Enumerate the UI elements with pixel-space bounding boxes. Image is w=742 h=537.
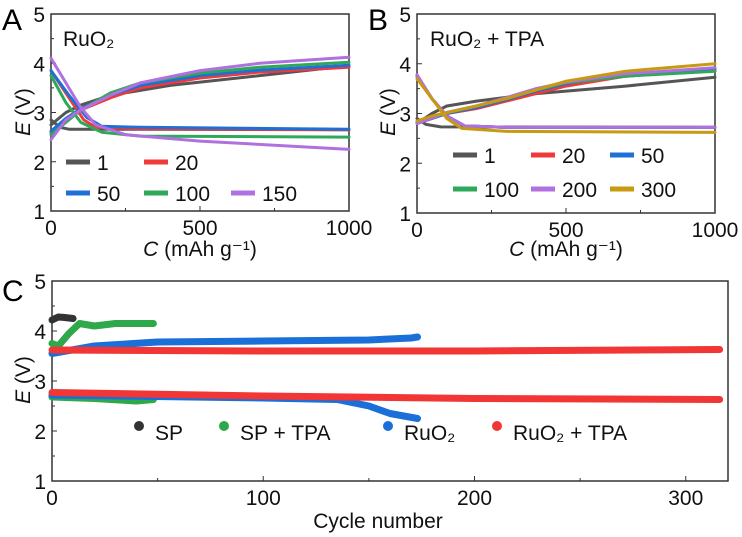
x-axis-label-unit: (mAh g⁻¹): [158, 238, 257, 261]
y-axis-label: E (V): [12, 356, 35, 404]
series-sp-tpa-charge-curve: [48, 320, 157, 350]
y-tick-label: 2: [399, 153, 411, 176]
x-tick-label: 100: [246, 487, 281, 510]
y-tick-label: 1: [399, 203, 411, 226]
legend-marker: [383, 421, 393, 431]
legend-label: 50: [641, 145, 664, 168]
y-axis-label-unit: (V): [12, 88, 35, 122]
x-axis-label: C (mAh g⁻¹): [509, 238, 623, 261]
legend-marker: [219, 421, 229, 431]
y-tick-label: 1: [34, 471, 46, 494]
plot-frame: [51, 280, 729, 482]
x-tick-label: 300: [668, 487, 703, 510]
legend-label: RuO₂ + TPA: [513, 422, 627, 445]
x-axis-label: Cycle number: [313, 510, 443, 533]
legend-label: RuO₂: [404, 422, 455, 445]
x-axis-label-symbol: C: [143, 238, 159, 261]
legend-label: 50: [97, 183, 120, 206]
y-tick-label: 5: [399, 4, 411, 27]
y-axis-label-unit: (V): [12, 356, 35, 390]
y-tick-label: 5: [34, 271, 46, 294]
legend-label: 200: [562, 179, 597, 202]
y-axis-label-symbol: E: [12, 121, 35, 136]
x-tick-label: 0: [46, 487, 58, 510]
series-100-charge-curve: [415, 69, 717, 124]
series-50-charge-curve: [415, 67, 717, 125]
panel-letter: A: [2, 4, 22, 37]
y-tick-label: 2: [34, 421, 46, 444]
series-20-charge-curve: [415, 68, 717, 125]
panel-title: RuO₂ + TPA: [430, 28, 544, 51]
legend-label: 20: [175, 152, 198, 175]
x-axis-label-unit: Cycle number: [313, 510, 443, 533]
series-1-charge-curve: [415, 75, 717, 125]
panel-title: RuO₂: [63, 28, 114, 51]
y-tick-label: 3: [399, 104, 411, 127]
x-tick-label: 0: [411, 219, 423, 242]
y-axis-label: E (V): [12, 88, 35, 136]
y-tick-label: 5: [33, 4, 45, 27]
x-axis-label-unit: (mAh g⁻¹): [524, 238, 623, 261]
y-tick-label: 3: [33, 103, 45, 126]
y-tick-label: 1: [33, 201, 45, 224]
legend-marker: [492, 421, 502, 431]
y-tick-label: 4: [33, 53, 45, 76]
y-tick-label: 2: [33, 152, 45, 175]
legend-label: 150: [262, 183, 297, 206]
x-tick-label: 1000: [692, 219, 739, 242]
series-ruo--charge-curve: [48, 333, 421, 357]
x-tick-label: 1000: [326, 217, 373, 240]
legend-label: 300: [641, 179, 676, 202]
legend-marker: [134, 421, 144, 431]
legend-label: SP + TPA: [240, 422, 330, 445]
y-tick-label: 3: [34, 371, 46, 394]
y-axis-label-symbol: E: [12, 389, 35, 404]
series-200-charge-curve: [415, 66, 717, 125]
series-100-discharge-curve: [49, 74, 351, 139]
legend-label: 100: [175, 183, 210, 206]
x-tick-label: 500: [182, 217, 217, 240]
series-150-charge-curve: [49, 55, 351, 142]
y-axis-label: E (V): [377, 88, 400, 136]
legend-label: 1: [97, 152, 109, 175]
series-ruo-tpa-charge-curve: [48, 346, 724, 355]
series-sp-charge-curve: [48, 313, 77, 324]
y-axis-label-symbol: E: [377, 121, 400, 136]
x-tick-label: 0: [45, 217, 57, 240]
legend-label: 100: [484, 179, 519, 202]
series-ruo-tpa-discharge-curve: [48, 389, 724, 403]
x-tick-label: 200: [457, 487, 492, 510]
panel-letter: B: [368, 4, 388, 37]
legend-label: SP: [155, 422, 183, 445]
series-300-discharge-curve: [415, 77, 717, 134]
x-axis-label-symbol: C: [509, 238, 525, 261]
series-300-charge-curve: [415, 62, 717, 123]
x-tick-label: 500: [548, 219, 583, 242]
series-150-discharge-curve: [49, 56, 351, 151]
y-axis-label-unit: (V): [377, 88, 400, 122]
legend-label: 1: [484, 145, 496, 168]
panel-c: C 1 2 3 4 5 0 100 200 300 E (V) Cycle number SP SP + …: [2, 271, 729, 533]
legend-label: 20: [562, 145, 585, 168]
y-tick-label: 4: [399, 54, 411, 77]
y-tick-label: 4: [34, 321, 46, 344]
x-axis-label: C (mAh g⁻¹): [143, 238, 257, 261]
panel-letter: C: [2, 275, 24, 308]
